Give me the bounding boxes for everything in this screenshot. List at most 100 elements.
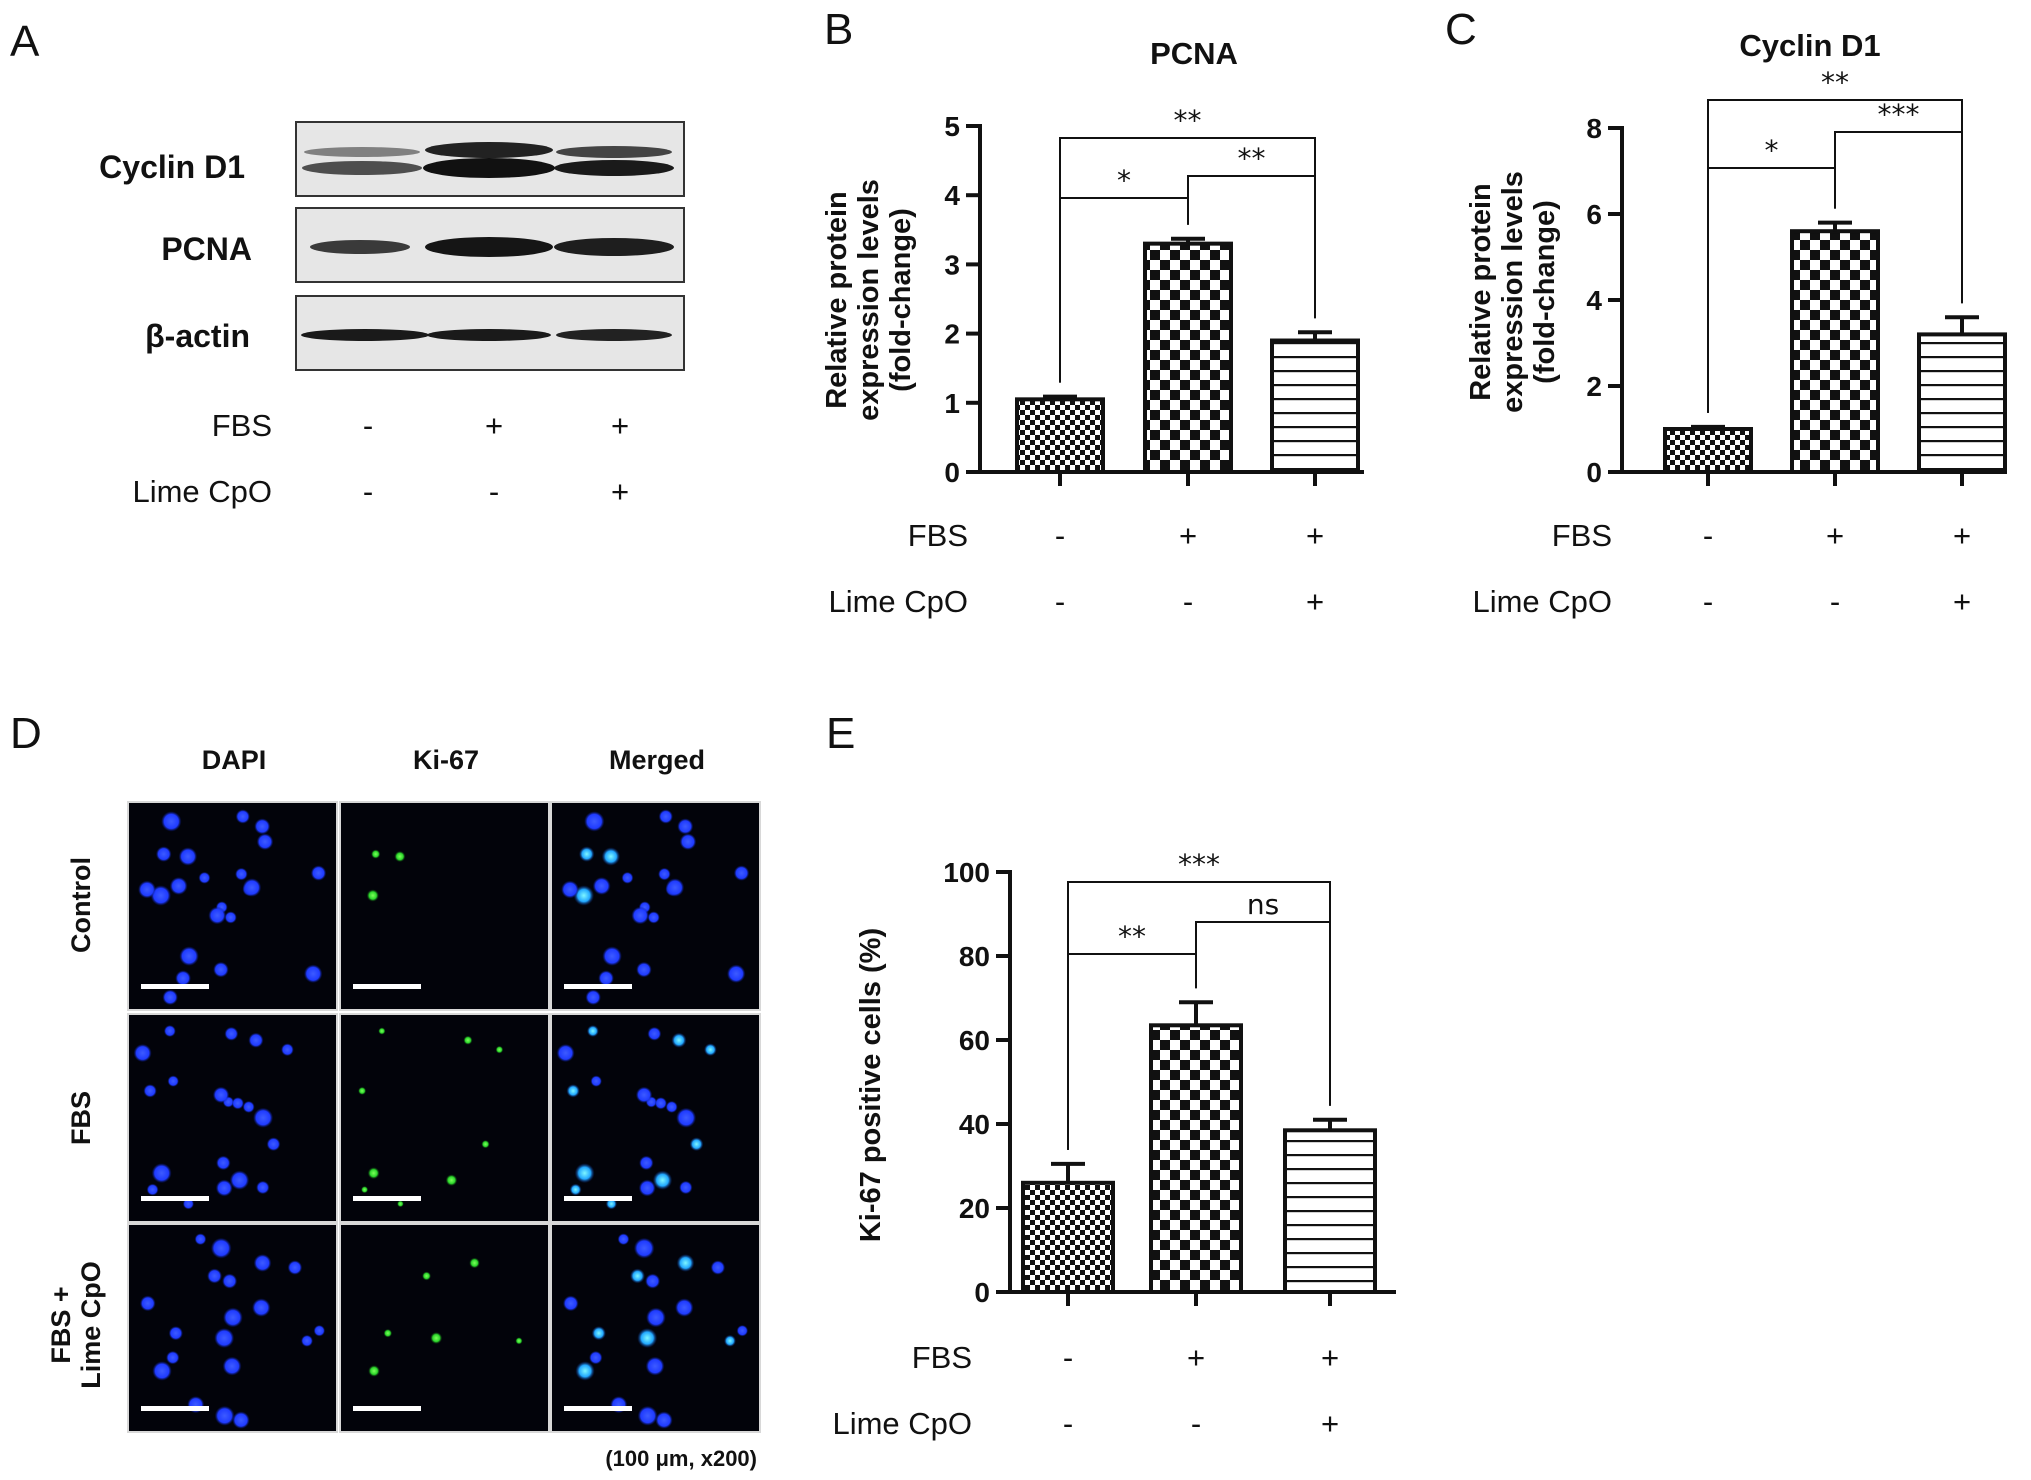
col-label-merged: Merged <box>609 745 705 775</box>
micrograph-tile <box>339 801 550 1011</box>
cond-mark-fbs: + <box>1187 1340 1205 1375</box>
chart-title: Cyclin D1 <box>1739 28 1880 63</box>
cond-mark-fbs: + <box>1179 518 1197 553</box>
row-label-fbs: FBS <box>66 1091 96 1145</box>
micrograph-tile <box>127 1013 338 1223</box>
cond-mark-lime: + <box>1321 1406 1339 1441</box>
cond-mark-lime: - <box>363 474 373 509</box>
cond-mark-fbs: - <box>1063 1340 1073 1375</box>
bar <box>1270 338 1360 474</box>
significance-label: *** <box>1178 848 1220 881</box>
y-tick-label: 2 <box>1586 371 1602 402</box>
cond-mark-fbs: + <box>1953 518 1971 553</box>
cond-mark-lime: - <box>1063 1406 1073 1441</box>
scale-bar <box>564 984 632 989</box>
significance-label: ** <box>1118 920 1146 953</box>
y-tick-label: 0 <box>1586 457 1602 488</box>
scale-bar <box>141 1196 209 1201</box>
bar <box>1917 332 2007 474</box>
bar <box>1663 427 1753 474</box>
cond-mark-fbs: + <box>1306 518 1324 553</box>
western-blot-panel: Cyclin D1 PCNA β-actin FBS Lime CpO - + + -… <box>99 121 685 509</box>
scale-note: (100 μm, x200) <box>605 1446 757 1471</box>
micrograph-tile <box>550 801 761 1011</box>
significance-label: ** <box>1238 142 1266 175</box>
micrograph-tile <box>550 1223 761 1433</box>
scale-bar <box>353 984 421 989</box>
microscopy-panel: DAPI Ki-67 Merged Control FBS FBS + Lime… <box>46 745 761 1471</box>
blot-label-pcna: PCNA <box>161 231 252 267</box>
cond-label-lime: Lime CpO <box>832 1406 972 1441</box>
cond-mark-fbs: - <box>1055 518 1065 553</box>
micrograph-tile <box>127 1223 338 1433</box>
y-axis-label: expression levels <box>853 179 885 421</box>
y-axis-label: Ki-67 positive cells (%) <box>855 928 887 1242</box>
row-label-control: Control <box>66 857 96 953</box>
cond-label-fbs: FBS <box>908 518 968 553</box>
cond-mark-lime: - <box>489 474 499 509</box>
bar <box>1283 1128 1377 1295</box>
y-tick-label: 3 <box>944 249 960 280</box>
significance-bracket <box>1707 99 1963 413</box>
row-label-lime-cpo: Lime CpO <box>76 1261 106 1389</box>
y-tick-label: 4 <box>944 180 960 211</box>
significance-label: ** <box>1174 104 1202 137</box>
cond-mark-lime: - <box>1183 584 1193 619</box>
cond-label-lime: Lime CpO <box>1472 584 1612 619</box>
y-axis-label: Relative protein <box>821 191 853 409</box>
significance-bracket <box>1067 881 1331 1150</box>
y-tick-label: 20 <box>959 1193 990 1224</box>
cond-label-fbs-a: FBS <box>212 408 272 443</box>
chart-cyclin-d1: Cyclin D1 Relative protein expression leve… <box>1465 28 2007 619</box>
cond-mark-lime: + <box>611 474 629 509</box>
chart-ki67: Ki-67 positive cells (%) 0 20 40 60 80 100 ** ns… <box>832 848 1396 1441</box>
y-tick-label: 0 <box>944 457 960 488</box>
significance-label: ns <box>1247 888 1279 921</box>
y-tick-label: 100 <box>943 857 990 888</box>
panel-letter-b: B <box>824 5 853 54</box>
y-axis-label: (fold-change) <box>1529 200 1561 384</box>
chart-pcna: PCNA Relative protein expression levels (fo… <box>821 36 1364 619</box>
blot-label-beta-actin: β-actin <box>145 318 250 354</box>
y-tick-label: 0 <box>974 1277 990 1308</box>
cond-label-lime: Lime CpO <box>828 584 968 619</box>
micrograph-tile <box>550 1013 761 1223</box>
blot-strip-beta-actin <box>295 295 685 371</box>
scale-bar <box>353 1196 421 1201</box>
cond-mark-fbs: - <box>1703 518 1713 553</box>
cond-marks-a: - + + - - + <box>363 408 629 509</box>
y-tick-label: 60 <box>959 1025 990 1056</box>
bar <box>1021 1180 1115 1295</box>
cond-label-lime-a: Lime CpO <box>132 474 272 509</box>
blot-strip-cyclin-d1 <box>295 121 685 197</box>
blot-strip-pcna <box>295 207 685 283</box>
cond-mark-lime: + <box>1306 584 1324 619</box>
y-tick-label: 1 <box>944 388 960 419</box>
cond-mark-fbs: + <box>611 408 629 443</box>
panel-letter-e: E <box>826 709 855 758</box>
significance-label: * <box>1117 164 1131 197</box>
y-tick-label: 80 <box>959 941 990 972</box>
y-tick-label: 4 <box>1586 285 1602 316</box>
scale-bar <box>353 1406 421 1411</box>
cond-mark-lime: + <box>1953 584 1971 619</box>
y-tick-label: 40 <box>959 1109 990 1140</box>
panel-letter-c: C <box>1445 5 1477 54</box>
y-axis-label: Relative protein <box>1465 183 1497 401</box>
microscopy-grid <box>127 801 761 1433</box>
cond-mark-fbs: + <box>1321 1340 1339 1375</box>
scale-bar <box>564 1406 632 1411</box>
blot-label-cyclin-d1: Cyclin D1 <box>99 149 245 185</box>
cond-label-fbs: FBS <box>912 1340 972 1375</box>
scale-bar <box>141 984 209 989</box>
col-label-dapi: DAPI <box>202 745 267 775</box>
col-label-ki67: Ki-67 <box>413 745 479 775</box>
cond-mark-fbs: + <box>485 408 503 443</box>
significance-label: ** <box>1821 66 1849 99</box>
row-label-fbs-plus: FBS + <box>46 1286 76 1363</box>
micrograph-tile <box>339 1013 550 1223</box>
bar <box>1015 397 1105 474</box>
scale-bar <box>141 1406 209 1411</box>
y-axis-label: expression levels <box>1497 171 1529 413</box>
